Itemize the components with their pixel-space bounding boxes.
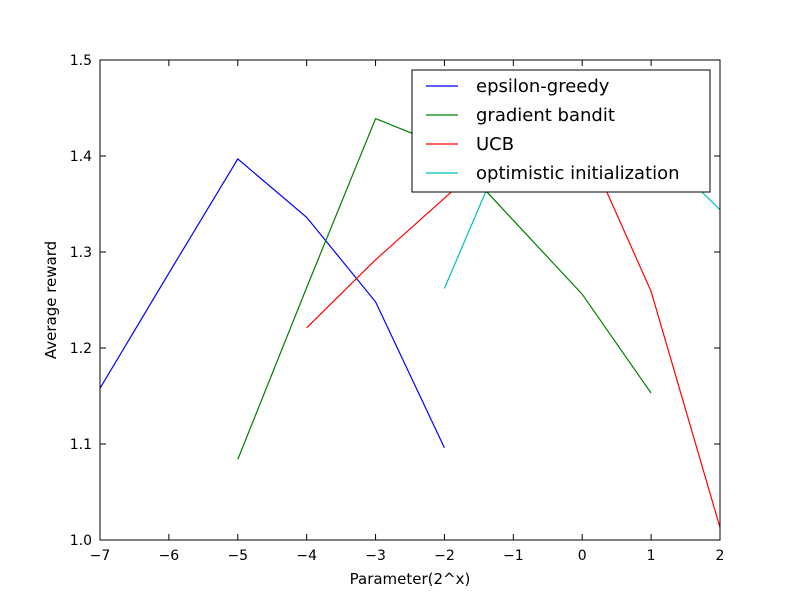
- legend-label: gradient bandit: [476, 105, 615, 126]
- plot-frame: [99, 59, 721, 541]
- x-tick-label: −6: [159, 548, 180, 564]
- x-tick-label: −1: [503, 548, 524, 564]
- series-line-ucb: [306, 136, 720, 528]
- legend-label: UCB: [476, 134, 514, 155]
- y-tick-label: 1.2: [70, 341, 92, 357]
- x-tick-label: −5: [227, 548, 248, 564]
- x-tick-label: 2: [716, 548, 725, 564]
- y-tick-label: 1.1: [70, 437, 92, 453]
- y-tick-label: 1.4: [70, 149, 92, 165]
- y-tick-label: 1.0: [70, 533, 92, 549]
- x-axis: −7 −6 −5 −4 −3 −2 −1 0 1 2: [90, 60, 725, 564]
- y-tick-label: 1.5: [70, 53, 92, 69]
- y-tick-label: 1.3: [70, 245, 92, 261]
- legend-label: epsilon-greedy: [476, 76, 610, 97]
- y-axis-label: Average reward: [42, 241, 60, 359]
- x-tick-label: −7: [90, 548, 111, 564]
- y-axis: 1.0 1.1 1.2 1.3 1.4 1.5: [70, 53, 720, 549]
- legend-box: [411, 69, 711, 193]
- x-tick-label: −4: [296, 548, 317, 564]
- x-tick-label: 0: [578, 548, 587, 564]
- legend-label: optimistic initialization: [476, 163, 680, 184]
- legend: epsilon-greedy gradient bandit UCB optimist…: [411, 69, 711, 193]
- x-tick-label: 1: [647, 548, 656, 564]
- series-line-epsilon-greedy: [100, 157, 445, 449]
- x-tick-label: −3: [365, 548, 386, 564]
- x-axis-label: Parameter(2^x): [350, 570, 471, 588]
- x-tick-label: −2: [434, 548, 455, 564]
